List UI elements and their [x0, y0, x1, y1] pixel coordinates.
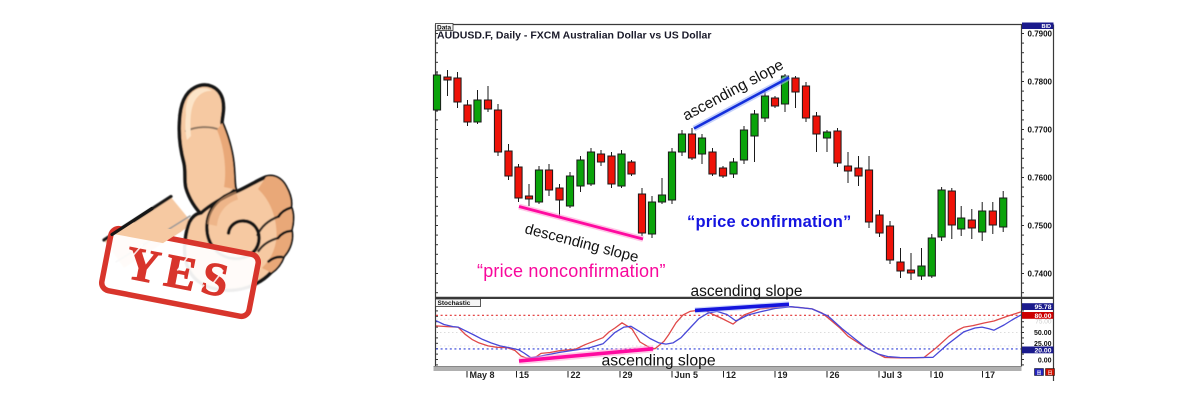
svg-text:Jun 5: Jun 5 [675, 370, 699, 380]
svg-text:26: 26 [830, 370, 840, 380]
svg-text:0.7700: 0.7700 [1028, 126, 1053, 135]
svg-text:ascending slope: ascending slope [602, 353, 716, 370]
svg-text:0.7600: 0.7600 [1028, 174, 1053, 183]
svg-text:“price confirmation”: “price confirmation” [687, 213, 851, 231]
svg-text:22: 22 [571, 370, 581, 380]
svg-text:80.00: 80.00 [1034, 313, 1051, 320]
svg-text:0.7800: 0.7800 [1028, 78, 1053, 87]
svg-text:19: 19 [778, 370, 788, 380]
svg-text:12: 12 [726, 370, 736, 380]
svg-text:Stochastic: Stochastic [438, 300, 471, 307]
svg-text:BID: BID [1042, 24, 1052, 30]
svg-text:May 8: May 8 [470, 370, 495, 380]
svg-text:ascending slope: ascending slope [691, 283, 803, 300]
svg-text:0.7500: 0.7500 [1028, 222, 1053, 231]
svg-text:95.78: 95.78 [1034, 304, 1051, 311]
svg-text:25.00: 25.00 [1034, 341, 1052, 348]
svg-text:0.7900: 0.7900 [1028, 30, 1053, 39]
svg-text:10: 10 [934, 370, 944, 380]
svg-text:0.00: 0.00 [1038, 357, 1052, 364]
svg-text:15: 15 [519, 370, 529, 380]
svg-text:⊟: ⊟ [1047, 371, 1052, 377]
svg-text:“price nonconfirmation”: “price nonconfirmation” [477, 261, 666, 281]
svg-text:50.00: 50.00 [1034, 330, 1052, 337]
svg-text:Data: Data [437, 25, 451, 32]
svg-text:29: 29 [623, 370, 633, 380]
svg-text:AUDUSD.F, Daily - FXCM Austral: AUDUSD.F, Daily - FXCM Australian Dollar… [437, 30, 711, 42]
svg-text:20.00: 20.00 [1034, 347, 1051, 354]
svg-text:0.7400: 0.7400 [1028, 270, 1053, 279]
svg-text:17: 17 [985, 370, 995, 380]
svg-text:Jul 3: Jul 3 [882, 370, 903, 380]
svg-text:⊞: ⊞ [1036, 371, 1041, 377]
svg-text:75.00: 75.00 [1035, 319, 1052, 326]
